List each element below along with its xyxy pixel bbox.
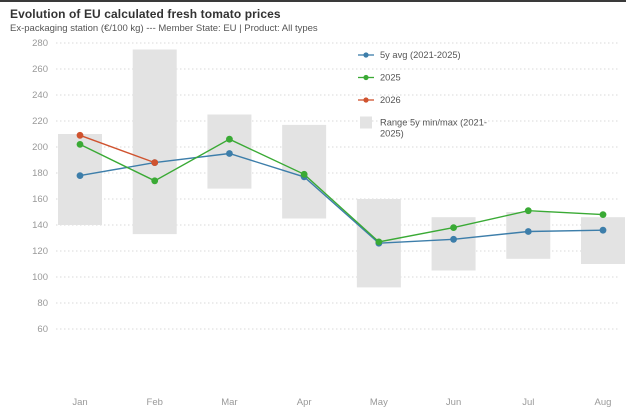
y-tick-label: 220 [32, 116, 48, 127]
x-tick-label: May [370, 397, 388, 408]
legend-dot-marker [363, 74, 369, 81]
series-line [79, 134, 155, 164]
data-point [76, 141, 84, 148]
legend-label: 2026 [380, 95, 401, 105]
x-tick-label: Aug [595, 397, 612, 408]
x-axis: Jan Feb Mar Apr May Jun Jul Aug [72, 397, 611, 408]
range-bar [58, 134, 102, 225]
data-point [226, 150, 233, 157]
legend-label: 5y avg (2021-2025) [380, 50, 461, 60]
series-line [79, 152, 604, 244]
data-point [450, 224, 457, 232]
range-bar [581, 217, 625, 264]
legend-dot-marker [363, 52, 369, 58]
series-2026 [76, 131, 159, 166]
y-tick-label: 140 [32, 220, 48, 231]
chart-header: Evolution of EU calculated fresh tomato … [0, 2, 626, 37]
data-point [151, 177, 159, 185]
legend-item-2025[interactable]: 2025 [358, 73, 401, 83]
data-point [524, 228, 532, 235]
legend-label: Range 5y min/max (2021-2025) [380, 118, 487, 139]
y-tick-label: 280 [32, 38, 48, 49]
data-point [226, 135, 233, 143]
y-tick-label: 180 [32, 168, 48, 179]
range-bar [132, 49, 177, 235]
x-tick-label: Apr [297, 397, 312, 408]
chart-subtitle: Ex-packaging station (€/100 kg) --- Memb… [10, 23, 318, 34]
legend-item-2026[interactable]: 2026 [358, 95, 401, 105]
y-tick-label: 200 [32, 142, 48, 153]
y-axis-grid: 60 80 100 120 140 160 180 200 220 240 260 280 [32, 38, 620, 335]
data-point [151, 159, 159, 166]
data-point [76, 131, 84, 139]
series-line [79, 138, 604, 243]
y-tick-label: 120 [32, 246, 48, 257]
x-tick-label: Jul [522, 397, 534, 408]
y-tick-label: 240 [32, 90, 48, 101]
series-2025 [76, 135, 607, 246]
y-tick-label: 100 [32, 272, 48, 283]
y-tick-label: 160 [32, 194, 48, 205]
y-tick-label: 80 [37, 298, 48, 309]
x-tick-label: Jan [72, 397, 87, 408]
data-point [599, 211, 607, 219]
legend-label: 2025 [380, 73, 401, 83]
data-point [599, 226, 607, 234]
legend-item-5y-avg-2021-2025-[interactable]: 5y avg (2021-2025) [358, 50, 461, 60]
data-point [375, 238, 383, 246]
y-tick-label: 260 [32, 64, 48, 75]
data-point [76, 172, 84, 180]
legend-swatch-marker [360, 116, 372, 129]
price-chart: 60 80 100 120 140 160 180 200 220 240 260 280 Jan Feb… [32, 38, 625, 408]
y-tick-label: 60 [37, 324, 48, 335]
legend: 5y avg (2021-2025) 2025 2026 Range 5y min/m… [358, 50, 487, 139]
data-point [524, 207, 532, 215]
range-bar [506, 212, 551, 259]
data-point [450, 235, 457, 243]
legend-dot-marker [363, 97, 369, 103]
legend-item-range[interactable]: Range 5y min/max (2021-2025) [360, 116, 487, 139]
data-point [300, 170, 308, 178]
x-tick-label: Feb [147, 397, 163, 408]
x-tick-label: Jun [446, 397, 461, 408]
chart-title: Evolution of EU calculated fresh tomato … [10, 7, 281, 21]
range-bars [58, 49, 625, 288]
x-tick-label: Mar [221, 397, 237, 408]
